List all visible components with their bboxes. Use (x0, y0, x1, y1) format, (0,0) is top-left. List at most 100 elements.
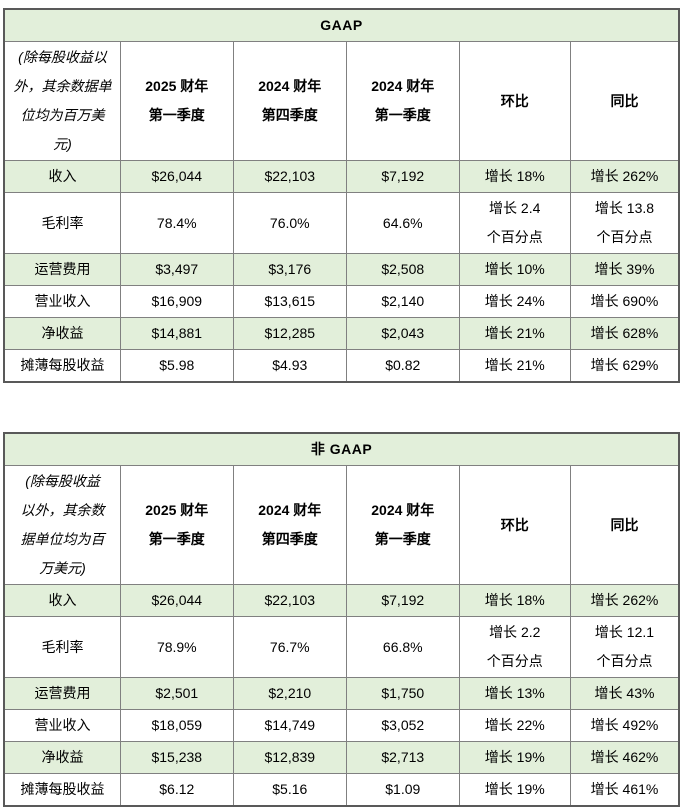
column-header: 同比 (569, 465, 680, 585)
data-cell: $14,881 (120, 317, 234, 350)
non-gaap-table: 非 GAAP (除每股收益 以外，其余数 据单位均为百 万美元) 2025 财年 第… (3, 432, 680, 807)
column-header: 环比 (458, 41, 571, 161)
data-cell: $0.82 (346, 349, 460, 383)
data-cell: 76.0% (232, 192, 348, 254)
data-cell: $7,192 (346, 584, 460, 617)
row-label: 运营费用 (3, 677, 122, 710)
data-cell: 增长 461% (569, 773, 680, 807)
data-cell: 增长 12.1 个百分点 (569, 616, 680, 678)
data-cell: $2,043 (346, 317, 460, 350)
row-label: 净收益 (3, 741, 122, 774)
data-cell: $5.98 (120, 349, 234, 383)
column-header: 同比 (569, 41, 680, 161)
gaap-table-title: GAAP (3, 8, 680, 42)
data-cell: 增长 22% (458, 709, 571, 742)
data-cell: 增长 21% (458, 349, 571, 383)
column-header: 2024 财年 第一季度 (346, 41, 460, 161)
data-cell: 78.4% (120, 192, 234, 254)
column-header: 2024 财年 第四季度 (232, 41, 348, 161)
data-cell: 76.7% (232, 616, 348, 678)
table-row: 收入 $26,044 $22,103 $7,192 增长 18% 增长 262% (3, 160, 680, 193)
table-row: 运营费用 $2,501 $2,210 $1,750 增长 13% 增长 43% (3, 677, 680, 710)
title-row: 非 GAAP (3, 432, 680, 466)
gaap-table: GAAP (除每股收益以 外，其余数据单 位均为百万美 元) 2025 财年 第一季… (3, 8, 680, 383)
data-cell: $18,059 (120, 709, 234, 742)
data-cell: $2,501 (120, 677, 234, 710)
data-cell: 增长 43% (569, 677, 680, 710)
data-cell: 增长 492% (569, 709, 680, 742)
table-row: 毛利率 78.4% 76.0% 64.6% 增长 2.4 个百分点 增长 13.8 个百分… (3, 192, 680, 254)
data-cell: $13,615 (232, 285, 348, 318)
data-cell: $26,044 (120, 584, 234, 617)
data-cell: 66.8% (346, 616, 460, 678)
row-label: 净收益 (3, 317, 122, 350)
table-row: 净收益 $15,238 $12,839 $2,713 增长 19% 增长 462% (3, 741, 680, 774)
header-row: (除每股收益 以外，其余数 据单位均为百 万美元) 2025 财年 第一季度 202… (3, 465, 680, 585)
row-label: 运营费用 (3, 253, 122, 286)
data-cell: 增长 13.8 个百分点 (569, 192, 680, 254)
table-row: 毛利率 78.9% 76.7% 66.8% 增长 2.2 个百分点 增长 12.1 个百分… (3, 616, 680, 678)
data-cell: $4.93 (232, 349, 348, 383)
row-label: 毛利率 (3, 192, 122, 254)
data-cell: $3,052 (346, 709, 460, 742)
data-cell: 增长 262% (569, 584, 680, 617)
header-row: (除每股收益以 外，其余数据单 位均为百万美 元) 2025 财年 第一季度 202… (3, 41, 680, 161)
data-cell: 增长 10% (458, 253, 571, 286)
data-cell: $2,210 (232, 677, 348, 710)
data-cell: $2,713 (346, 741, 460, 774)
data-cell: 增长 39% (569, 253, 680, 286)
row-label: 毛利率 (3, 616, 122, 678)
data-cell: $1.09 (346, 773, 460, 807)
data-cell: $5.16 (232, 773, 348, 807)
data-cell: $15,238 (120, 741, 234, 774)
non-gaap-table-title: 非 GAAP (3, 432, 680, 466)
table-row: 运营费用 $3,497 $3,176 $2,508 增长 10% 增长 39% (3, 253, 680, 286)
data-cell: $2,508 (346, 253, 460, 286)
tables-container: GAAP (除每股收益以 外，其余数据单 位均为百万美 元) 2025 财年 第一季… (3, 8, 681, 807)
table-row: 营业收入 $18,059 $14,749 $3,052 增长 22% 增长 492% (3, 709, 680, 742)
data-cell: 增长 2.4 个百分点 (458, 192, 571, 254)
data-cell: $7,192 (346, 160, 460, 193)
column-header: 2025 财年 第一季度 (120, 465, 234, 585)
column-header: 环比 (458, 465, 571, 585)
data-cell: 增长 19% (458, 741, 571, 774)
data-cell: $14,749 (232, 709, 348, 742)
column-header: 2024 财年 第四季度 (232, 465, 348, 585)
data-cell: 增长 629% (569, 349, 680, 383)
unit-note-cell: (除每股收益 以外，其余数 据单位均为百 万美元) (3, 465, 122, 585)
data-cell: $1,750 (346, 677, 460, 710)
table-row: 收入 $26,044 $22,103 $7,192 增长 18% 增长 262% (3, 584, 680, 617)
data-cell: 增长 18% (458, 160, 571, 193)
table-row: 摊薄每股收益 $5.98 $4.93 $0.82 增长 21% 增长 629% (3, 349, 680, 383)
data-cell: 增长 462% (569, 741, 680, 774)
data-cell: 增长 21% (458, 317, 571, 350)
data-cell: $26,044 (120, 160, 234, 193)
data-cell: $16,909 (120, 285, 234, 318)
row-label: 营业收入 (3, 709, 122, 742)
title-row: GAAP (3, 8, 680, 42)
data-cell: 增长 18% (458, 584, 571, 617)
data-cell: $3,176 (232, 253, 348, 286)
data-cell: 78.9% (120, 616, 234, 678)
row-label: 收入 (3, 584, 122, 617)
row-label: 摊薄每股收益 (3, 349, 122, 383)
data-cell: 增长 24% (458, 285, 571, 318)
data-cell: 增长 2.2 个百分点 (458, 616, 571, 678)
column-header: 2024 财年 第一季度 (346, 465, 460, 585)
table-row: 摊薄每股收益 $6.12 $5.16 $1.09 增长 19% 增长 461% (3, 773, 680, 807)
column-header: 2025 财年 第一季度 (120, 41, 234, 161)
data-cell: 增长 13% (458, 677, 571, 710)
data-cell: 增长 690% (569, 285, 680, 318)
table-row: 营业收入 $16,909 $13,615 $2,140 增长 24% 增长 690% (3, 285, 680, 318)
data-cell: 64.6% (346, 192, 460, 254)
data-cell: $12,839 (232, 741, 348, 774)
data-cell: $22,103 (232, 584, 348, 617)
unit-note-cell: (除每股收益以 外，其余数据单 位均为百万美 元) (3, 41, 122, 161)
data-cell: $12,285 (232, 317, 348, 350)
data-cell: 增长 628% (569, 317, 680, 350)
data-cell: $3,497 (120, 253, 234, 286)
data-cell: $6.12 (120, 773, 234, 807)
row-label: 摊薄每股收益 (3, 773, 122, 807)
data-cell: $2,140 (346, 285, 460, 318)
